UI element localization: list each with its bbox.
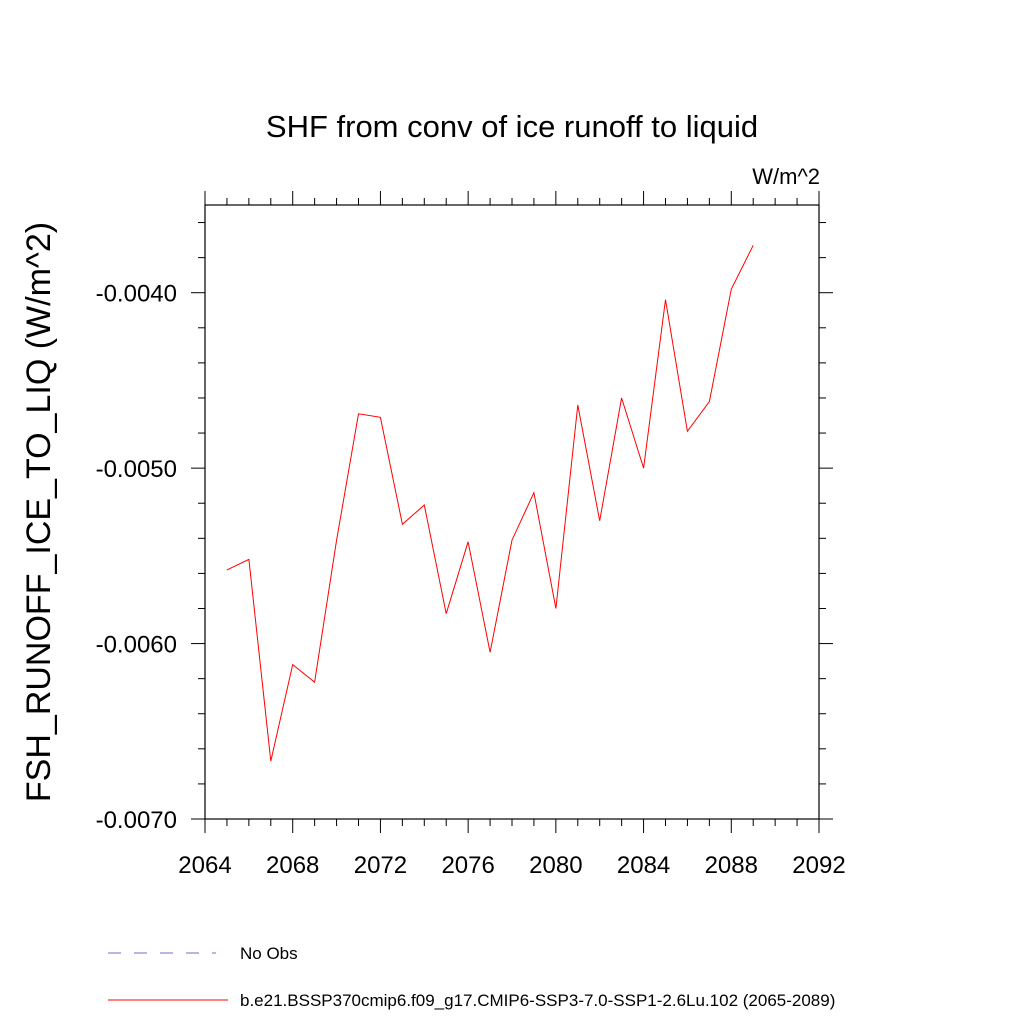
y-axis-ticks: -0.0070 -0.0060 -0.0050 -0.0040 (96, 222, 833, 834)
x-tick-label: 2076 (441, 852, 494, 879)
y-tick-label: -0.0050 (96, 456, 177, 483)
x-tick-label: 2068 (266, 852, 319, 879)
legend: No Obs b.e21.BSSP370cmip6.f09_g17.CMIP6-… (108, 944, 835, 1010)
x-tick-label: 2080 (529, 852, 582, 879)
x-tick-label: 2092 (792, 852, 845, 879)
chart-title: SHF from conv of ice runoff to liquid (266, 109, 758, 144)
x-tick-label: 2072 (354, 852, 407, 879)
plot-frame (204, 204, 820, 820)
series-line (226, 245, 754, 762)
y-axis-label: FSH_RUNOFF_ICE_TO_LIQ (W/m^2) (20, 222, 58, 802)
series-layer (226, 245, 754, 762)
y-tick-label: -0.0060 (96, 632, 177, 659)
units-label: W/m^2 (752, 164, 820, 189)
legend-label-model-run: b.e21.BSSP370cmip6.f09_g17.CMIP6-SSP3-7.… (240, 991, 835, 1010)
x-tick-label: 2064 (178, 852, 231, 879)
y-tick-label: -0.0040 (96, 281, 177, 308)
legend-label-no-obs: No Obs (240, 944, 298, 963)
x-tick-label: 2088 (705, 852, 758, 879)
x-axis-ticks: 2064 2068 2072 2076 2080 2084 2088 2092 (178, 191, 846, 879)
x-tick-label: 2084 (617, 852, 670, 879)
y-tick-label: -0.0070 (96, 807, 177, 834)
